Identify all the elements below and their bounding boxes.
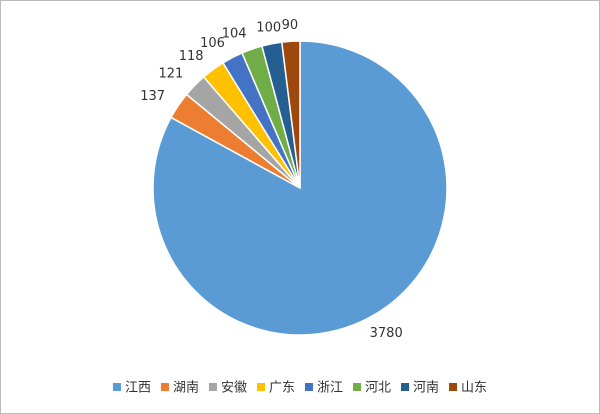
legend-label: 河北 [365, 381, 391, 396]
data-label: 104 [222, 26, 247, 41]
legend-swatch [112, 383, 121, 391]
legend-label: 广东 [269, 381, 295, 396]
data-label: 118 [179, 49, 204, 64]
legend-swatch [305, 383, 313, 391]
legend-label: 安徽 [221, 381, 247, 396]
data-label: 137 [140, 89, 165, 104]
data-label: 100 [256, 21, 281, 36]
legend-swatch [208, 383, 217, 391]
pie-slice [280, 40, 301, 189]
legend-label: 浙江 [317, 381, 343, 396]
legend-swatch [401, 383, 410, 391]
data-label: 90 [282, 18, 299, 33]
legend-label: 山东 [461, 381, 487, 396]
legend-swatch [449, 383, 458, 391]
data-label: 3780 [370, 326, 403, 341]
legend-swatch [256, 383, 265, 391]
data-label: 106 [200, 36, 225, 51]
legend-swatch [353, 383, 362, 391]
data-label: 121 [158, 67, 183, 82]
legend-label: 江西 [125, 381, 151, 396]
legend: 江西 湖南 安徽 广东 浙江 河北 河南 山东 [112, 380, 487, 396]
legend-label: 河南 [413, 380, 439, 396]
legend-swatch [160, 383, 169, 391]
legend-label: 湖南 [173, 380, 199, 396]
